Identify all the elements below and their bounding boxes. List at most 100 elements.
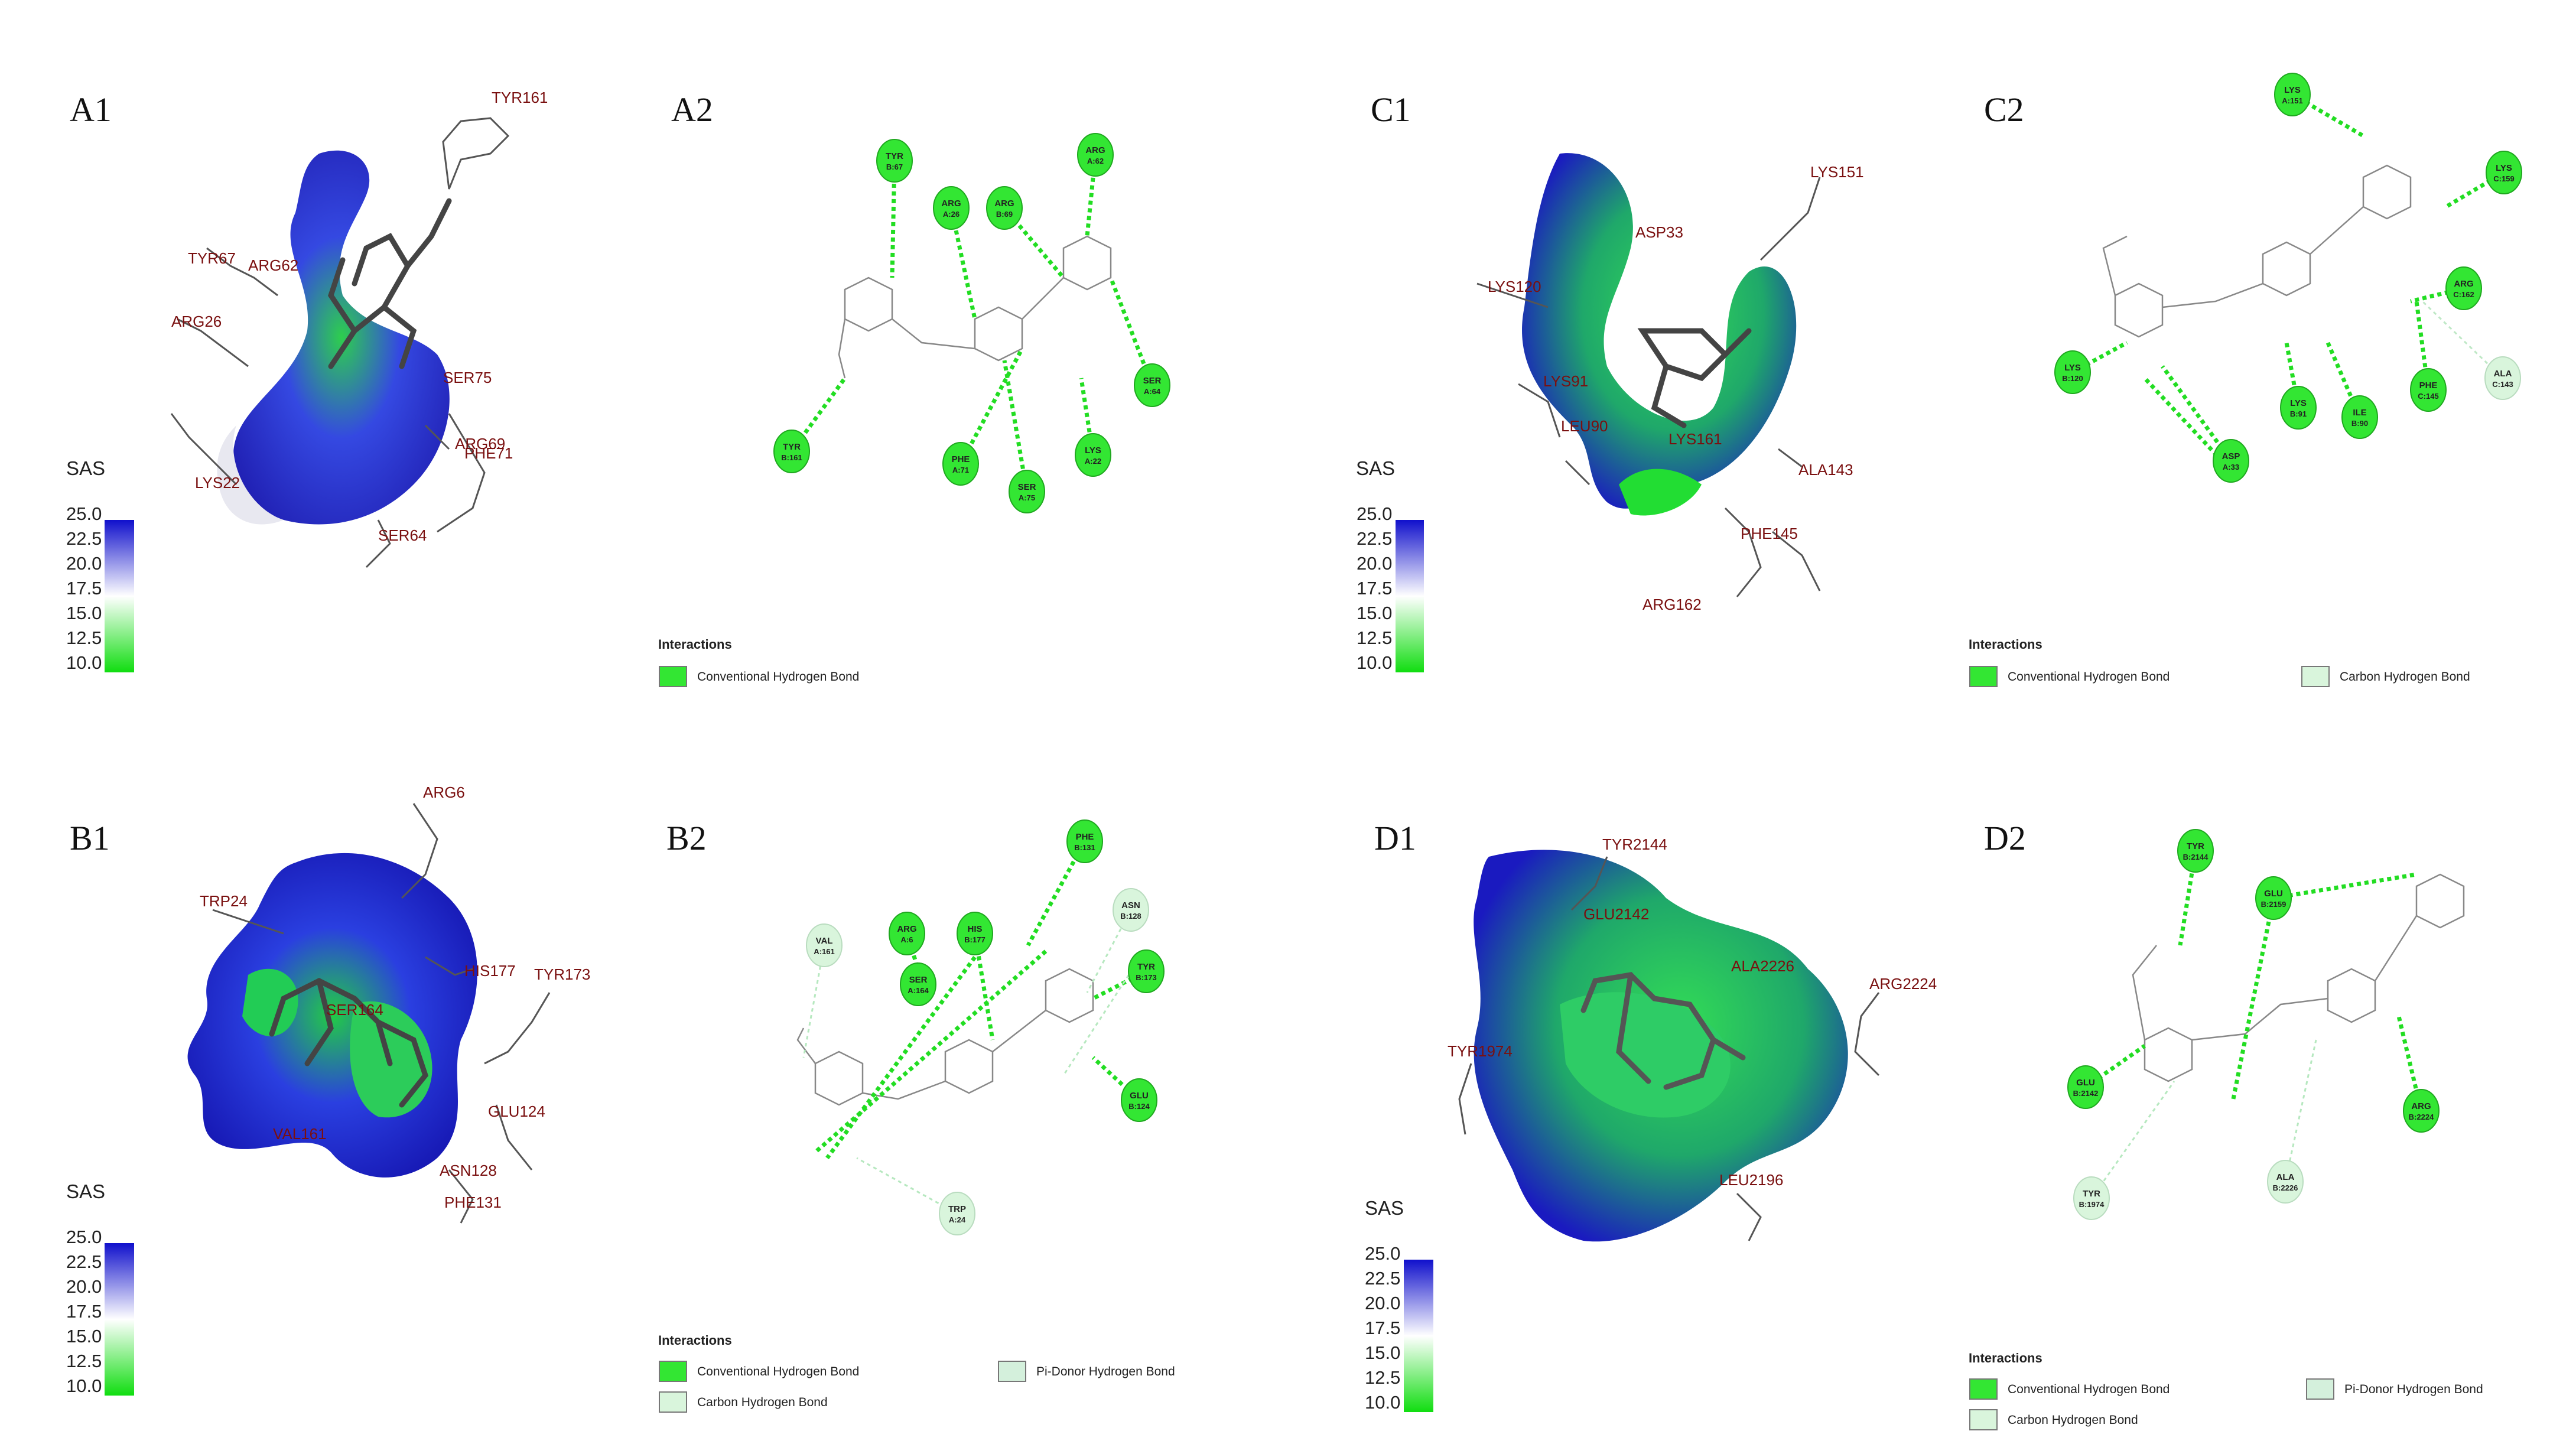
ligand-skeleton — [2102, 164, 2412, 338]
residue-name: SER — [1018, 482, 1036, 492]
conventional-hbond-node — [1121, 1078, 1157, 1122]
conventional-hbond-node — [1009, 470, 1045, 513]
residue-id: A:62 — [1087, 157, 1104, 165]
residue-node: TYR B:2144 — [2177, 829, 2214, 873]
residue-label: ARG62 — [248, 256, 298, 274]
residue-label: PHE131 — [444, 1193, 502, 1211]
residue-id: A:33 — [2223, 463, 2239, 471]
residue-id: A:64 — [1144, 387, 1161, 396]
residue-id: B:2159 — [2261, 900, 2286, 909]
conventional-hbond-node — [2255, 876, 2292, 920]
panel-label-b1: B1 — [70, 819, 110, 857]
sas-tick: 12.5 — [1365, 1367, 1400, 1388]
residue-labels: TYR161 TYR67 ARG62 ARG26 SER75 ARG69 PHE… — [171, 89, 548, 544]
sas-tick: 22.5 — [66, 1251, 102, 1272]
residue-id: A:75 — [1019, 493, 1035, 502]
sas-tick: 15.0 — [1357, 603, 1392, 623]
sas-tick: 17.5 — [1357, 578, 1392, 599]
sas-tick: 15.0 — [1365, 1342, 1400, 1363]
residue-nodes: LYSA:151LYSC:159ARGC:162ALAC:143LYSB:120… — [2054, 73, 2522, 483]
sas-gradient-bar — [1404, 1260, 1433, 1412]
sas-tick: 22.5 — [1365, 1268, 1400, 1289]
carbon-hbond-node — [2484, 356, 2521, 400]
sas-tick: 25.0 — [66, 503, 102, 524]
legend-heading: Interactions — [1969, 1351, 2042, 1365]
residue-name: LYS — [1085, 445, 1101, 456]
legend-label: Conventional Hydrogen Bond — [2008, 670, 2170, 684]
residue-id: B:1974 — [2079, 1200, 2105, 1209]
conventional-hbond-node — [1134, 363, 1170, 407]
residue-name: SER — [909, 975, 928, 985]
conventional-hbond-node — [2280, 386, 2317, 430]
carbon-hbond-node — [806, 923, 843, 967]
legend-swatch-carbon — [659, 1391, 687, 1413]
residue-label: ASN128 — [440, 1162, 497, 1179]
residue-label: TRP24 — [200, 892, 248, 910]
residue-label: ASP33 — [1635, 223, 1683, 241]
residue-id: C:162 — [2453, 290, 2474, 299]
residue-label: ARG6 — [423, 783, 465, 801]
interaction-legend: Interactions Conventional Hydrogen Bond — [658, 637, 859, 687]
residue-label: ARG2224 — [1869, 975, 1937, 993]
residue-labels: LYS151 ASP33 LYS120 LYS91 LEU90 LYS161 A… — [1488, 163, 1864, 613]
residue-label: TYR2144 — [1602, 835, 1667, 853]
residue-id: A:71 — [952, 466, 969, 474]
legend-label: Carbon Hydrogen Bond — [2340, 670, 2470, 684]
legend-swatch-carbon — [2301, 666, 2330, 687]
residue-label: LEU90 — [1561, 417, 1608, 435]
residue-name: ARG — [1085, 145, 1105, 155]
conventional-hbond-node — [2445, 266, 2482, 310]
legend-label: Carbon Hydrogen Bond — [2008, 1413, 2138, 1427]
residue-id: B:69 — [996, 210, 1013, 219]
panel-d2: D2 TYRB:2144GLUB:2159GLUB:2142ARGB:2224A… — [1969, 819, 2483, 1430]
residue-id: B:90 — [2351, 419, 2368, 428]
residue-id: B:2224 — [2409, 1113, 2434, 1121]
conventional-hbond-node — [933, 186, 970, 230]
residue-name: ARG — [994, 199, 1014, 209]
conventional-hbond-node — [773, 430, 810, 473]
interaction-legend: Interactions Conventional Hydrogen Bond … — [1969, 637, 2470, 687]
residue-label: SER75 — [443, 369, 492, 386]
residue-label: GLU2142 — [1583, 905, 1649, 923]
legend-heading: Interactions — [658, 1333, 732, 1348]
residue-name: LYS — [2290, 398, 2307, 408]
legend-label: Pi-Donor Hydrogen Bond — [2344, 1383, 2483, 1396]
carbon-hbond-node — [1113, 888, 1149, 932]
sas-tick: 25.0 — [1357, 503, 1392, 524]
conventional-hbond-node — [1077, 133, 1114, 177]
ligand-sticks — [1580, 972, 1746, 1090]
legend-swatch-conventional — [1969, 1378, 1998, 1400]
ligand-skeleton — [2132, 873, 2465, 1082]
sas-tick: 10.0 — [1365, 1392, 1400, 1413]
residue-id: A:26 — [943, 210, 960, 219]
residue-label: PHE71 — [464, 444, 513, 462]
residue-id: B:67 — [886, 162, 903, 171]
legend-label: Conventional Hydrogen Bond — [2008, 1383, 2170, 1396]
sas-title: SAS — [1365, 1197, 1404, 1219]
conventional-hbond-node — [2054, 350, 2091, 394]
residue-name: ARG — [2454, 279, 2473, 289]
sas-scale: SAS 25.0 22.5 20.0 17.5 15.0 12.5 10.0 — [1356, 457, 1424, 673]
residue-label: ALA143 — [1798, 461, 1853, 479]
residue-id: C:143 — [2492, 380, 2513, 389]
residue-name: TYR — [2187, 841, 2204, 851]
residue-label: HIS177 — [464, 962, 516, 980]
conventional-hbond-node — [2486, 151, 2522, 194]
residue-name: PHE — [1076, 832, 1094, 842]
residue-label: ARG26 — [171, 313, 222, 330]
residue-id: B:2142 — [2073, 1089, 2099, 1098]
panel-c2: C2 LYSA:151LYSC:159ARGC:162ALAC:143LYSB:… — [1969, 73, 2522, 687]
sas-tick: 12.5 — [1357, 627, 1392, 648]
panel-a2: A2 TYRB:67ARGA:26ARGB:69ARGA:62SERA:64TY… — [658, 90, 1170, 687]
legend-heading: Interactions — [658, 637, 732, 652]
